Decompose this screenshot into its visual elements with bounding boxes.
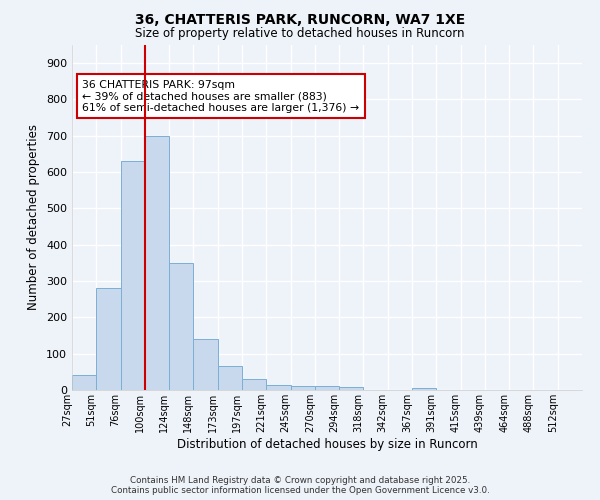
Bar — [242, 379, 266, 390]
Bar — [315, 386, 339, 390]
X-axis label: Distribution of detached houses by size in Runcorn: Distribution of detached houses by size … — [176, 438, 478, 450]
Y-axis label: Number of detached properties: Number of detached properties — [28, 124, 40, 310]
Bar — [193, 339, 218, 390]
Bar — [290, 386, 315, 390]
Bar — [72, 376, 96, 390]
Text: 36, CHATTERIS PARK, RUNCORN, WA7 1XE: 36, CHATTERIS PARK, RUNCORN, WA7 1XE — [135, 12, 465, 26]
Bar — [169, 263, 193, 390]
Bar — [339, 387, 364, 390]
Bar — [412, 388, 436, 390]
Text: Contains HM Land Registry data © Crown copyright and database right 2025.
Contai: Contains HM Land Registry data © Crown c… — [110, 476, 490, 495]
Bar — [266, 384, 290, 390]
Bar — [96, 288, 121, 390]
Bar — [218, 366, 242, 390]
Text: 36 CHATTERIS PARK: 97sqm
← 39% of detached houses are smaller (883)
61% of semi-: 36 CHATTERIS PARK: 97sqm ← 39% of detach… — [82, 80, 359, 112]
Bar — [145, 136, 169, 390]
Text: Size of property relative to detached houses in Runcorn: Size of property relative to detached ho… — [135, 28, 465, 40]
Bar — [121, 161, 145, 390]
